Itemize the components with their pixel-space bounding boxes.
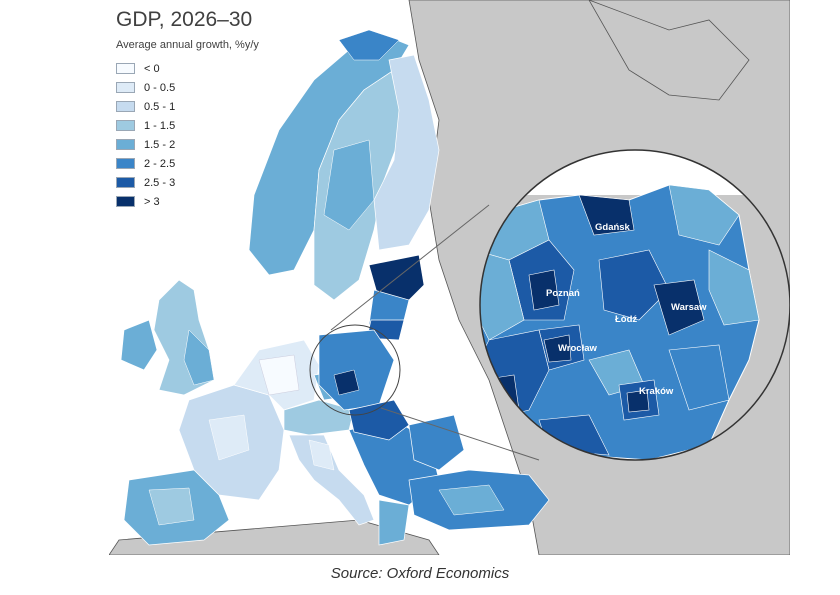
legend-item: 1.5 - 2 [116, 135, 175, 154]
map-subtitle: Average annual growth, %y/y [116, 39, 259, 51]
legend-swatch [116, 101, 135, 112]
legend-label: < 0 [144, 62, 160, 75]
legend-label: 2 - 2.5 [144, 157, 176, 170]
city-label-gdansk: Gdańsk [595, 222, 631, 233]
legend-item: < 0 [116, 59, 175, 78]
legend-label: 0.5 - 1 [144, 100, 176, 113]
city-label-poznan: Poznań [546, 288, 580, 299]
city-label-warsaw: Warsaw [671, 302, 707, 313]
legend-swatch [116, 177, 135, 188]
legend-swatch [116, 196, 135, 207]
legend-label: 1.5 - 2 [144, 138, 176, 151]
legend-swatch [116, 158, 135, 169]
legend-swatch [116, 120, 135, 131]
legend-swatch [116, 139, 135, 150]
legend: < 0 0 - 0.5 0.5 - 1 1 - 1.5 1.5 - 2 2 - … [116, 59, 175, 211]
legend-item: 2.5 - 3 [116, 173, 175, 192]
source-caption: Source: Oxford Economics [330, 565, 510, 582]
city-label-krakow: Kraków [639, 386, 674, 397]
europe-map: Gdańsk Poznań Warsaw Łódź Wrocław Kraków [109, 0, 790, 555]
legend-item: 1 - 1.5 [116, 116, 175, 135]
city-label-wroclaw: Wrocław [558, 343, 598, 354]
city-label-lodz: Łódź [615, 314, 637, 325]
legend-label: > 3 [144, 195, 160, 208]
legend-label: 2.5 - 3 [144, 176, 176, 189]
zoom-circle [479, 149, 790, 461]
legend-label: 1 - 1.5 [144, 119, 176, 132]
legend-label: 0 - 0.5 [144, 81, 176, 94]
map-title: GDP, 2026–30 [116, 8, 253, 31]
legend-item: 0 - 0.5 [116, 78, 175, 97]
legend-swatch [116, 63, 135, 74]
legend-swatch [116, 82, 135, 93]
legend-item: 0.5 - 1 [116, 97, 175, 116]
map-frame: Gdańsk Poznań Warsaw Łódź Wrocław Kraków… [109, 0, 790, 555]
legend-item: 2 - 2.5 [116, 154, 175, 173]
legend-item: > 3 [116, 192, 175, 211]
